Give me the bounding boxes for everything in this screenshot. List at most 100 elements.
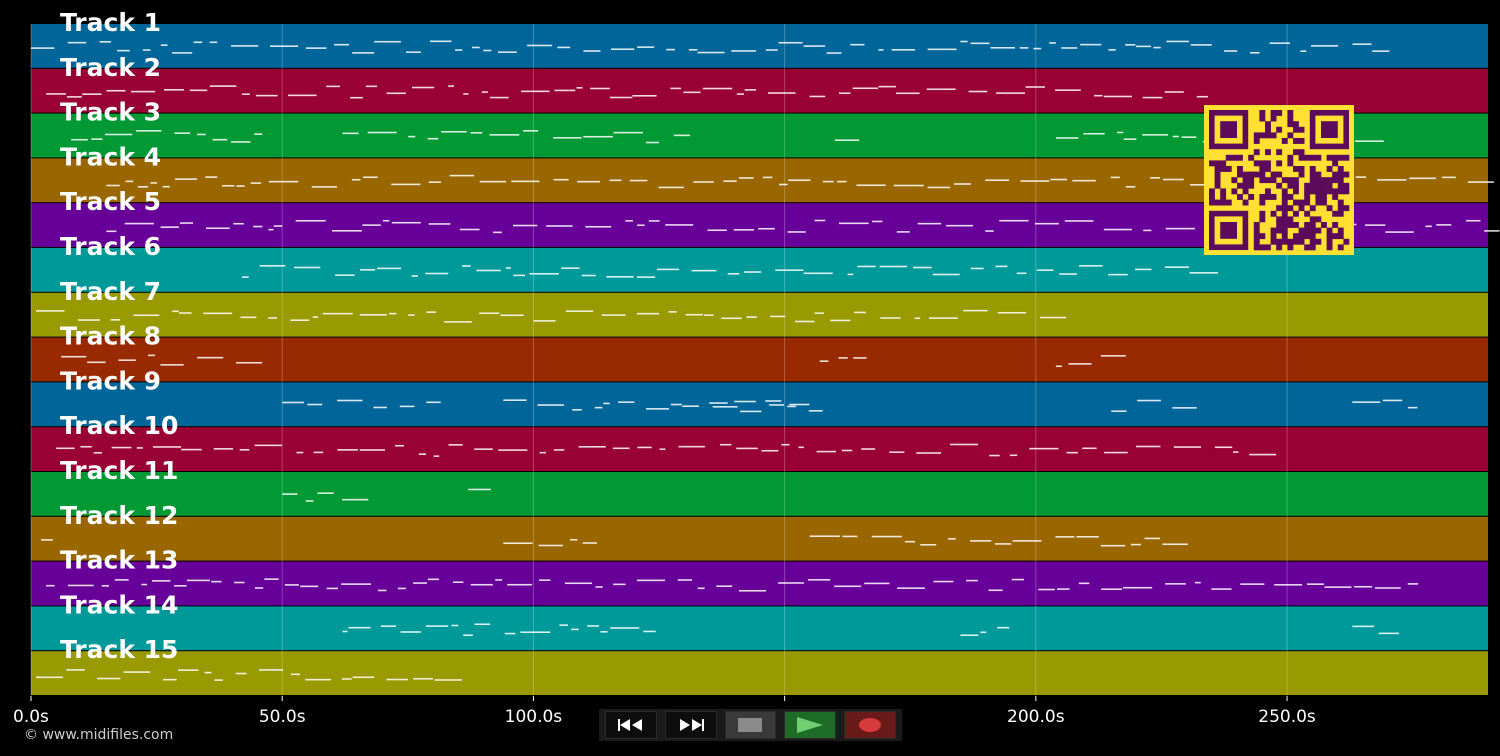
note xyxy=(160,226,179,228)
note xyxy=(581,274,596,277)
track-label: Track 9 xyxy=(60,366,161,395)
fast-forward-button[interactable] xyxy=(664,711,717,739)
note xyxy=(738,589,767,592)
note xyxy=(808,410,823,412)
qr-module xyxy=(1287,222,1294,228)
qr-module xyxy=(1276,160,1283,167)
play-button[interactable] xyxy=(784,711,837,739)
note xyxy=(427,137,439,140)
note xyxy=(282,401,305,404)
note xyxy=(1173,446,1202,448)
note xyxy=(341,583,371,585)
note xyxy=(479,180,507,183)
qr-module xyxy=(1248,171,1255,178)
qr-module xyxy=(1253,227,1260,234)
note xyxy=(1164,91,1184,93)
rewind-button[interactable] xyxy=(605,711,657,739)
note xyxy=(927,186,951,189)
qr-module xyxy=(1326,182,1333,189)
note xyxy=(1116,131,1124,134)
note xyxy=(1038,588,1055,591)
note xyxy=(305,678,332,681)
note xyxy=(91,138,103,140)
note xyxy=(731,50,757,52)
note xyxy=(702,87,733,90)
note xyxy=(1233,451,1239,453)
note xyxy=(254,133,263,135)
time-grid xyxy=(30,24,1288,696)
note xyxy=(1269,42,1290,44)
qr-module xyxy=(1321,177,1327,184)
note xyxy=(408,314,415,316)
note xyxy=(111,446,132,449)
qr-module xyxy=(1337,210,1344,217)
note xyxy=(162,678,177,681)
qr-module xyxy=(1309,177,1316,184)
note xyxy=(212,138,228,141)
qr-module xyxy=(1270,238,1277,245)
note xyxy=(1153,46,1161,49)
note xyxy=(268,180,299,183)
qr-module xyxy=(1231,154,1238,161)
qr-module xyxy=(1315,188,1322,195)
note xyxy=(727,273,740,275)
qr-module xyxy=(1309,205,1316,212)
note xyxy=(744,89,757,91)
note xyxy=(1068,363,1092,365)
note xyxy=(1055,89,1081,91)
note xyxy=(284,584,299,586)
qr-module xyxy=(1248,182,1255,189)
note xyxy=(326,587,339,590)
qr-module xyxy=(1265,149,1271,156)
note xyxy=(719,443,732,446)
note xyxy=(734,400,756,403)
qr-module xyxy=(1259,110,1266,116)
note xyxy=(927,48,957,51)
note xyxy=(1080,43,1102,46)
stop-button[interactable] xyxy=(724,711,777,739)
qr-module xyxy=(1265,244,1271,251)
note xyxy=(1066,451,1078,454)
note xyxy=(670,403,682,406)
note xyxy=(498,449,528,451)
qr-module xyxy=(1276,110,1283,116)
track-label: Track 2 xyxy=(60,53,161,82)
note xyxy=(359,449,386,451)
note xyxy=(67,41,87,44)
qr-module xyxy=(1343,205,1350,212)
note xyxy=(441,130,467,133)
qr-module xyxy=(1287,205,1294,212)
qr-module xyxy=(1343,188,1350,195)
note xyxy=(980,631,987,634)
note xyxy=(758,227,775,230)
qr-module xyxy=(1276,182,1283,189)
record-button[interactable] xyxy=(844,711,896,739)
note xyxy=(577,180,601,183)
note xyxy=(1100,544,1126,547)
note xyxy=(1135,268,1152,271)
note xyxy=(668,311,677,313)
qr-module xyxy=(1248,194,1255,200)
qr-module xyxy=(1259,244,1266,251)
qr-module xyxy=(1332,177,1339,184)
track-lane xyxy=(31,248,1488,292)
qr-module xyxy=(1259,210,1266,217)
note xyxy=(920,543,937,546)
note xyxy=(878,85,896,88)
note xyxy=(428,181,442,183)
note xyxy=(359,268,376,271)
note xyxy=(46,584,55,587)
note xyxy=(1103,228,1133,231)
note xyxy=(789,403,810,406)
qr-module xyxy=(1287,238,1294,245)
note xyxy=(489,96,509,99)
qr-module xyxy=(1276,227,1283,234)
note xyxy=(214,679,223,681)
qr-module xyxy=(1315,154,1322,161)
note xyxy=(311,186,338,188)
qr-module xyxy=(1287,121,1294,128)
qr-module xyxy=(1309,166,1316,172)
note xyxy=(682,405,699,407)
note xyxy=(290,319,310,322)
qr-module xyxy=(1287,244,1294,251)
